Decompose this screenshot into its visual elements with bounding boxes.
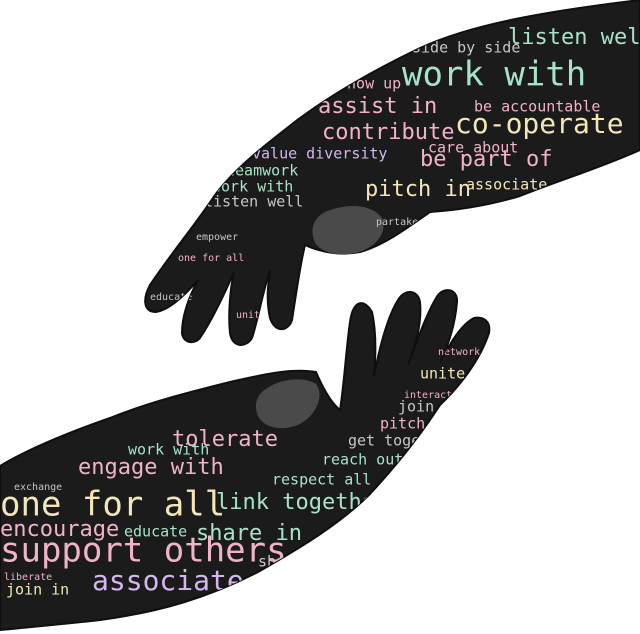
upper-word-assist-in: assist in	[318, 94, 437, 119]
upper-word-contribute: contribute	[322, 120, 454, 145]
upper-hand-silhouette	[144, 0, 640, 346]
upper-word-educate: educate	[150, 292, 192, 303]
upper-word-partake-in: partake in	[376, 217, 436, 228]
lower-word-join-in: join in	[6, 581, 69, 599]
upper-hand: work with listen well co-operate assist …	[144, 0, 640, 346]
upper-thumbnail	[312, 206, 384, 255]
lower-word-associate: associate	[92, 564, 244, 597]
lower-word-interact: interact	[404, 390, 452, 401]
upper-word-show-up: show up	[338, 75, 401, 93]
lower-thumbnail	[255, 379, 320, 429]
lower-word-tolerate: tolerate	[172, 427, 278, 452]
lower-word-unite: unite	[420, 365, 465, 383]
upper-word-associate: associate	[466, 176, 547, 194]
upper-word-care-about: care about	[428, 139, 518, 157]
upper-word-side-by-side: side by side	[412, 39, 520, 57]
lower-word-share-in: share in	[196, 521, 302, 546]
lower-word-work-with: work with	[128, 441, 209, 459]
lower-word-educate: educate	[124, 523, 187, 541]
upper-word-work-with: work with	[402, 55, 586, 95]
upper-hand-words: work with listen well co-operate assist …	[150, 25, 640, 321]
upper-word-work-with-small: work with	[212, 178, 293, 196]
upper-word-be-part-of: be part of	[420, 147, 552, 172]
upper-word-pitch-in: pitch in	[365, 177, 471, 202]
lower-word-network: network	[438, 347, 480, 358]
lower-word-engage-with: engage with	[78, 455, 224, 480]
lower-word-respect-all: respect all	[272, 471, 371, 489]
upper-word-teamwork: teamwork	[226, 162, 298, 180]
lower-word-liberate: liberate	[4, 572, 52, 583]
lower-word-get-together: get together	[348, 432, 456, 450]
lower-word-share-in-small: share in	[258, 553, 330, 571]
lower-word-exchange: exchange	[14, 482, 62, 493]
lower-word-pitch-in: pitch in	[380, 415, 452, 433]
upper-word-one-for-all: one for all	[178, 253, 244, 264]
upper-word-value-diversity: value diversity	[252, 145, 387, 163]
upper-word-empower: empower	[196, 232, 238, 243]
upper-word-co-operate: co-operate	[455, 107, 624, 140]
lower-word-reach-out: reach out	[322, 451, 403, 469]
lower-word-encourage: encourage	[0, 517, 119, 542]
upper-word-unite: unite	[236, 310, 266, 321]
upper-word-listen-well-small: listen well	[204, 193, 303, 211]
upper-word-be-accountable: be accountable	[474, 98, 600, 116]
upper-word-listen-well: listen well	[508, 25, 640, 50]
lower-word-support-others: support others	[0, 531, 287, 571]
lower-word-one-for-all: one for all	[0, 485, 225, 525]
lower-hand-silhouette	[0, 289, 491, 632]
